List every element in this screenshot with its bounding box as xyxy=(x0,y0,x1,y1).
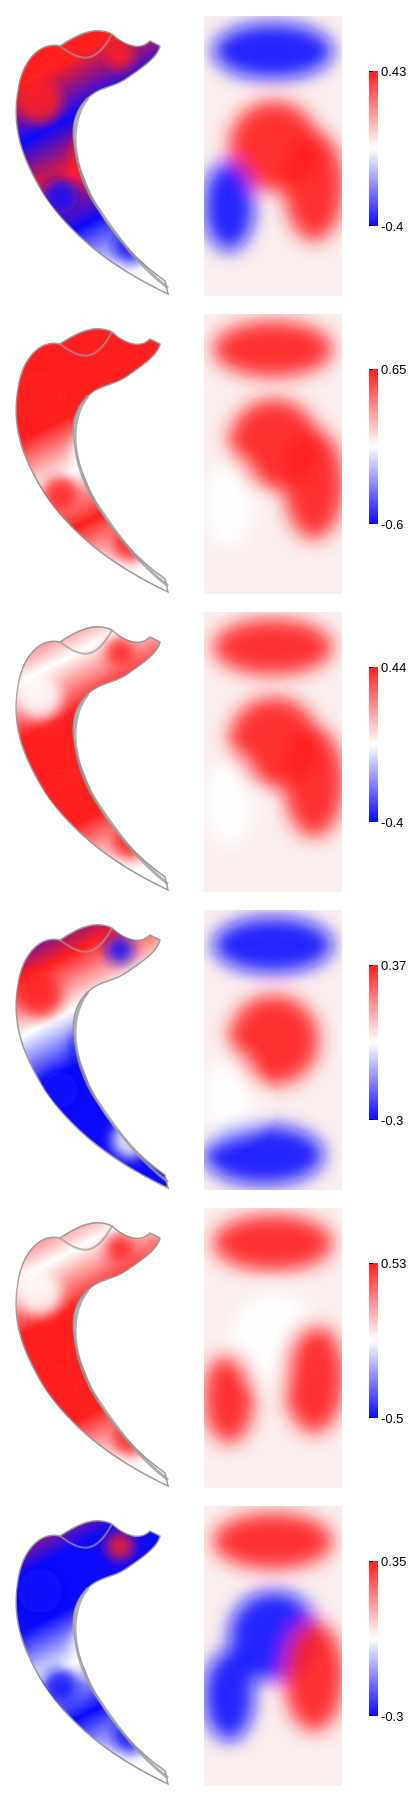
colorbar-tick-max xyxy=(369,369,373,370)
colorbar-tick-min xyxy=(369,1417,373,1418)
colorbar-max-label: 0.53 xyxy=(381,1256,407,1271)
colorbar-tick-min xyxy=(369,1119,373,1120)
figure-row-1: 0.43 -0.4 xyxy=(0,6,410,306)
flat-map xyxy=(204,1506,342,1786)
colorbar xyxy=(369,369,378,524)
surface-rendering xyxy=(15,924,170,1190)
colorbar-min-label: -0.4 xyxy=(381,815,404,830)
flat-map xyxy=(204,1208,342,1488)
colorbar-min-label: -0.3 xyxy=(381,1113,404,1128)
surface-rendering xyxy=(15,626,170,892)
surface-rendering xyxy=(15,30,170,296)
figure-row-5: 0.53 -0.5 xyxy=(0,1198,410,1498)
colorbar-tick-max xyxy=(369,1263,373,1264)
colorbar xyxy=(369,1561,378,1716)
colorbar-tick-min xyxy=(369,523,373,524)
colorbar xyxy=(369,71,378,226)
surface-rendering xyxy=(15,1520,170,1786)
surface-rendering xyxy=(15,328,170,594)
colorbar-tick-max xyxy=(369,667,373,668)
colorbar-max-label: 0.65 xyxy=(381,362,407,377)
colorbar-max-label: 0.37 xyxy=(381,958,407,973)
colorbar-max-label: 0.44 xyxy=(381,660,407,675)
flat-map xyxy=(204,314,342,594)
colorbar-min-label: -0.5 xyxy=(381,1411,404,1426)
figure-row-6: 0.35 -0.3 xyxy=(0,1496,410,1796)
figure-row-3: 0.44 -0.4 xyxy=(0,602,410,902)
colorbar-min-label: -0.3 xyxy=(381,1709,404,1724)
colorbar-tick-min xyxy=(369,1715,373,1716)
colorbar-max-label: 0.35 xyxy=(381,1554,407,1569)
colorbar-tick-max xyxy=(369,965,373,966)
colorbar-min-label: -0.4 xyxy=(381,219,404,234)
surface-rendering xyxy=(15,1222,170,1488)
figure-row-4: 0.37 -0.3 xyxy=(0,900,410,1200)
flat-map xyxy=(204,910,342,1190)
colorbar xyxy=(369,965,378,1120)
figure-row-2: 0.65 -0.6 xyxy=(0,304,410,604)
colorbar-tick-min xyxy=(369,821,373,822)
colorbar-tick-min xyxy=(369,225,373,226)
colorbar xyxy=(369,667,378,822)
flat-map xyxy=(204,16,342,296)
colorbar xyxy=(369,1263,378,1418)
flat-map xyxy=(204,612,342,892)
colorbar-tick-max xyxy=(369,1561,373,1562)
colorbar-min-label: -0.6 xyxy=(381,517,404,532)
colorbar-max-label: 0.43 xyxy=(381,64,407,79)
colorbar-tick-max xyxy=(369,71,373,72)
